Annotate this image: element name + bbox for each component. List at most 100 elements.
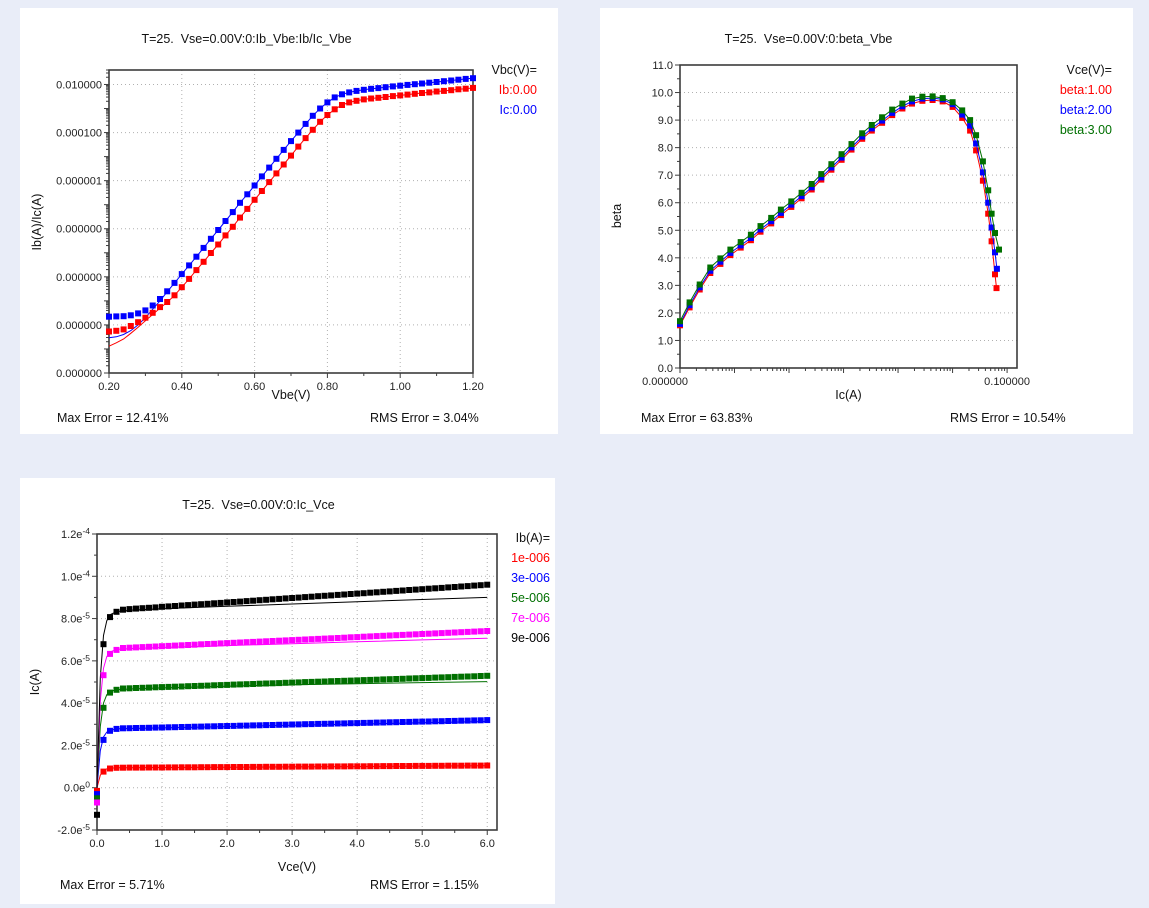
tick-label: 1.2e-4 <box>61 526 90 541</box>
series-markers-Ic-meas-Ib-5e-006 <box>94 672 491 802</box>
tick-label: 6.0 <box>658 198 673 210</box>
tick-label: 0.60 <box>244 381 265 393</box>
tick-label: 0.0e0 <box>64 780 90 795</box>
max-error-text: Max Error = 63.83% <box>641 411 753 425</box>
tick-label: 1.20 <box>462 381 483 393</box>
beta-plot-window: T=25. Vse=0.00V:0:beta_Vbe Vce(V)= beta:1… <box>600 8 1133 434</box>
series-line-beta-Vce-1.00 <box>679 99 997 326</box>
legend-item: 5e-006 <box>511 591 550 605</box>
tick-label: 2.0 <box>219 838 234 850</box>
tick-label: 0.000100 <box>56 128 102 140</box>
series-line-beta-Vce-3.00 <box>679 95 1000 322</box>
series-line-beta-Vce-2.00 <box>679 97 998 325</box>
tick-label: 0.80 <box>317 381 338 393</box>
tick-label: 0.20 <box>98 381 119 393</box>
rms-error-text: RMS Error = 1.15% <box>370 878 479 892</box>
series-line-Ic-simulated <box>108 77 474 339</box>
plot-frame <box>679 64 1018 369</box>
tick-label: 5.0 <box>658 225 673 237</box>
plot-title: T=25. Vse=0.00V:0:Ic_Vce <box>182 498 335 512</box>
series-group <box>94 581 491 818</box>
series-markers-beta-Vce-1.00 <box>677 97 1000 329</box>
tick-label: 0.000001 <box>56 176 102 188</box>
plot-canvas[interactable]: 0.0 1.0 2.0 3.0 4.0 5.0 6.0 1.2e-4 1.0e-4 8.0e-5 6… <box>20 478 555 904</box>
legend-item: 9e-006 <box>511 631 550 645</box>
plot-title: T=25. Vse=0.00V:0:beta_Vbe <box>724 32 893 46</box>
legend-item: beta:3.00 <box>1059 123 1112 137</box>
x-axis-label: Vbe(V) <box>271 388 311 402</box>
series-line-Ic-sim-Ib-9e-006 <box>96 596 488 788</box>
series-markers-Ic-meas-Ib-9e-006 <box>94 581 491 818</box>
tick-label: 3.0 <box>658 280 673 292</box>
legend-header: Ib(A)= <box>515 531 550 545</box>
tick-label: -2.0e-5 <box>57 822 90 837</box>
series-markers-Ic-meas-Ib-7e-006 <box>94 628 491 806</box>
rms-error-text: RMS Error = 3.04% <box>370 411 479 425</box>
x-axis-label: Vce(V) <box>277 860 317 874</box>
tick-label: 2.0 <box>658 308 673 320</box>
series-line-Ib-simulated <box>108 87 474 347</box>
series-markers-Ic-measured <box>106 75 476 320</box>
tick-label: 0.000000 <box>56 224 102 236</box>
tick-label: 0.000000 <box>642 376 688 388</box>
legend-header: Vce(V)= <box>1066 63 1112 77</box>
plot-legend: Vbc(V)= Ib:0.00 Ic:0.00 <box>491 60 537 120</box>
tick-label: 0.000000 <box>56 368 102 380</box>
tick-label: 3.0 <box>284 838 299 850</box>
tick-label: 4.0e-5 <box>61 695 90 710</box>
plot-title: T=25. Vse=0.00V:0:Ib_Vbe:Ib/Ic_Vbe <box>141 32 352 46</box>
series-group <box>677 93 1002 329</box>
tick-label: 1.0 <box>154 838 169 850</box>
legend-item: Ic:0.00 <box>499 103 537 117</box>
max-error-text: Max Error = 5.71% <box>60 878 165 892</box>
x-axis-label: Ic(A) <box>835 388 862 402</box>
y-axis-label: beta <box>610 203 624 229</box>
tick-label: 9.0 <box>658 115 673 127</box>
tick-label: 4.0 <box>658 253 673 265</box>
tick-label: 1.0 <box>658 335 673 347</box>
tick-label: 6.0 <box>480 838 495 850</box>
rms-error-text: RMS Error = 10.54% <box>950 411 1066 425</box>
tick-label: 0.000000 <box>56 272 102 284</box>
plot-legend: Vce(V)= beta:1.00 beta:2.00 beta:3.00 <box>1060 60 1112 140</box>
series-markers-Ic-meas-Ib-3e-006 <box>94 717 491 798</box>
plot-frame <box>108 69 474 374</box>
series-markers-Ib-measured <box>106 84 476 335</box>
legend-item: 3e-006 <box>511 571 550 585</box>
tick-label: 0.010000 <box>56 79 102 91</box>
legend-item: 1e-006 <box>511 551 550 565</box>
output-plot-window: T=25. Vse=0.00V:0:Ic_Vce Ib(A)= 1e-006 3e-… <box>20 478 555 904</box>
tick-label: 4.0 <box>350 838 365 850</box>
tick-label: 6.0e-5 <box>61 653 90 668</box>
max-error-text: Max Error = 12.41% <box>57 411 169 425</box>
tick-label: 0.100000 <box>984 376 1030 388</box>
tick-label: 0.0 <box>658 363 673 375</box>
tick-label: 2.0e-5 <box>61 737 90 752</box>
plot-legend: Ib(A)= 1e-006 3e-006 5e-006 7e-006 9e-006 <box>511 528 550 648</box>
series-markers-beta-Vce-3.00 <box>677 93 1002 325</box>
tick-label: 8.0e-5 <box>61 611 90 626</box>
tick-label: 8.0 <box>658 143 673 155</box>
plot-canvas[interactable]: 0.000000 0.100000 0.0 1.0 2.0 3.0 4.0 5.0 6.0 7.0… <box>600 8 1133 434</box>
tick-label: 10.0 <box>652 88 673 100</box>
legend-item: 7e-006 <box>511 611 550 625</box>
y-axis-label: Ib(A)/Ic(A) <box>30 193 44 251</box>
tick-label: 5.0 <box>415 838 430 850</box>
series-markers-beta-Vce-2.00 <box>677 95 1000 327</box>
tick-label: 1.0e-4 <box>61 568 90 583</box>
tick-label: 11.0 <box>652 60 673 72</box>
legend-item: Ib:0.00 <box>498 83 537 97</box>
legend-item: beta:2.00 <box>1059 103 1112 117</box>
legend-item: beta:1.00 <box>1059 83 1112 97</box>
series-markers-Ic-meas-Ib-1e-006 <box>94 762 491 794</box>
legend-header: Vbc(V)= <box>491 63 537 77</box>
tick-label: 1.00 <box>389 381 410 393</box>
gummel-plot-window: T=25. Vse=0.00V:0:Ib_Vbe:Ib/Ic_Vbe Vbc(V… <box>20 8 558 434</box>
tick-label: 7.0 <box>658 170 673 182</box>
tick-label: 0.000000 <box>56 320 102 332</box>
series-group <box>106 75 476 347</box>
tick-label: 0.0 <box>89 838 104 850</box>
tick-label: 0.40 <box>171 381 192 393</box>
plot-canvas[interactable]: 0.20 0.40 0.60 0.80 1.00 1.20 0.010000 0.000100… <box>20 8 558 434</box>
